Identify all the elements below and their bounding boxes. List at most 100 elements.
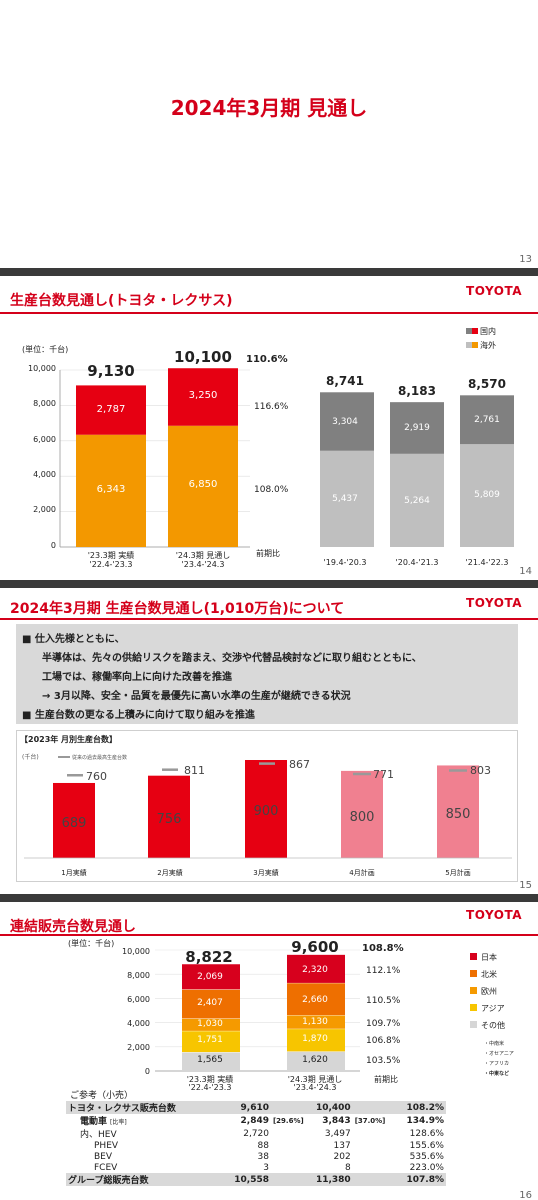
table-cell: 137 <box>313 1140 353 1151</box>
segment-label: 2,787 <box>96 404 126 415</box>
table-row: FCEV 3 8 223.0% <box>66 1162 446 1173</box>
legend-sub: ・オセアニア <box>484 1051 514 1057</box>
legend-other: その他 <box>470 1020 505 1031</box>
table-cell: 3,497 <box>313 1127 353 1140</box>
table-cell: FCEV <box>66 1162 231 1173</box>
y-tick: 0 <box>50 541 56 550</box>
table-row: 電動車 [比率] 2,849 [29.6%] 3,843 [37.0%] 134.9% <box>66 1114 446 1128</box>
table-cell <box>270 1173 313 1186</box>
table-cell: 88 <box>231 1140 271 1151</box>
segment-label: 1,870 <box>302 1034 328 1044</box>
y-tick: 8,000 <box>127 971 150 980</box>
cell-text: 134.9% <box>406 1115 445 1126</box>
y-tick: 10,000 <box>122 947 150 956</box>
bullet-line: → 3月以降、安全・品質を最優先に高い水準の生産が継続できる状況 <box>42 691 351 702</box>
legend-label: 日本 <box>481 953 497 962</box>
legend-label: 北米 <box>481 970 497 979</box>
cell-text: 155.6% <box>409 1140 444 1151</box>
table-cell: 3,843 <box>313 1114 353 1127</box>
segment-label: 6,343 <box>96 484 126 495</box>
table-cell <box>353 1162 395 1173</box>
segment-label: 2,761 <box>474 415 500 425</box>
bar-value-label: 800 <box>349 810 375 825</box>
legend-sub: ・中東など <box>484 1071 510 1077</box>
cell-text: PHEV <box>94 1140 119 1151</box>
legend-label: 欧州 <box>481 987 497 996</box>
reference-title: ご参考（小売） <box>70 1091 134 1101</box>
page-number: 15 <box>519 880 532 891</box>
bar-other <box>182 1052 240 1071</box>
cell-text: 2,849 <box>240 1115 269 1126</box>
bar-europe <box>182 1018 240 1031</box>
table-cell: 3 <box>231 1162 271 1173</box>
table-cell <box>352 1101 395 1114</box>
table-row: トヨタ・レクサス販売台数 9,610 10,400 108.2% <box>66 1101 446 1114</box>
bar-domestic-past <box>460 395 514 445</box>
bar-actual <box>53 782 95 858</box>
legend-sub: ・アフリカ <box>484 1061 510 1067</box>
table-row: グループ総販売台数 10,558 11,380 107.8% <box>66 1173 446 1186</box>
legend-swatch <box>470 1004 477 1011</box>
legend-japan: 日本 <box>470 952 497 963</box>
category-label: '20.4-'21.3 <box>395 558 439 567</box>
cell-text: 202 <box>333 1151 351 1162</box>
bar-asia <box>287 1028 345 1052</box>
toyota-logo: TOYOTA <box>466 596 522 610</box>
growth-asia: 106.8% <box>366 1036 401 1046</box>
cell-text: グループ総販売台数 <box>68 1176 149 1186</box>
bar-domestic <box>168 368 238 426</box>
segment-label: 1,751 <box>197 1035 223 1045</box>
unit-label: (単位：千台) <box>68 939 115 948</box>
table-cell: PHEV <box>66 1140 231 1151</box>
reference-value: 811 <box>184 764 205 777</box>
cell-text: 10,400 <box>315 1102 351 1113</box>
cell-text: 38 <box>257 1151 269 1162</box>
table-cell: 9,610 <box>231 1101 271 1114</box>
segment-label: 1,620 <box>302 1055 328 1065</box>
segment-label: 5,809 <box>474 490 500 500</box>
summary-box <box>16 624 518 724</box>
bar-plan <box>341 770 383 858</box>
bar-total-label: 10,100 <box>174 348 232 366</box>
ratio-tag: [比率] <box>110 1119 127 1126</box>
segment-label: 5,437 <box>332 494 358 504</box>
slide-14-title: 生産台数見通し(トヨタ・レクサス) <box>10 293 233 309</box>
segment-label: 1,030 <box>197 1019 223 1029</box>
cell-text: 11,380 <box>315 1174 351 1185</box>
legend-label: その他 <box>481 1021 505 1030</box>
table-cell <box>353 1140 395 1151</box>
toyota-logo: TOYOTA <box>466 284 522 298</box>
slide-16-title: 連結販売台数見通し <box>10 919 136 935</box>
table-cell: 38 <box>231 1151 271 1162</box>
table-cell: 2,720 <box>231 1127 271 1140</box>
month-label: 3月実績 <box>253 869 279 877</box>
growth-domestic: 116.6% <box>254 402 289 412</box>
slide-13-title: 2024年3月期 見通し <box>170 96 368 120</box>
bar-total-label: 9,600 <box>291 938 339 956</box>
growth-north-america: 110.5% <box>366 996 401 1006</box>
y-tick: 4,000 <box>33 470 56 479</box>
bar-asia <box>182 1030 240 1053</box>
cell-text: 128.6% <box>409 1128 444 1139</box>
category-label: '22.4-'23.3 <box>188 1083 232 1092</box>
bar-japan <box>287 954 345 983</box>
monthly-chart-box <box>16 730 518 882</box>
table-cell <box>271 1140 313 1151</box>
bar-actual <box>245 760 287 858</box>
category-label: '24.3期 見通し <box>175 551 231 560</box>
bar-overseas-past <box>320 450 374 547</box>
legend-swatch <box>470 1021 477 1028</box>
table-cell: 11,380 <box>312 1173 353 1186</box>
bar-europe <box>287 1015 345 1029</box>
y-tick: 6,000 <box>127 995 150 1004</box>
table-cell <box>271 1151 313 1162</box>
bar-total-label: 8,741 <box>326 374 364 388</box>
monthly-production-chart <box>24 756 512 859</box>
legend-label: 海外 <box>480 341 496 350</box>
unit-label: (千台) <box>22 754 39 761</box>
category-label: '23.3期 実績 <box>87 551 135 560</box>
cell-text: FCEV <box>94 1162 118 1173</box>
compare-label: 前期比 <box>374 1075 398 1084</box>
legend-label: 国内 <box>480 327 496 336</box>
segment-label: 3,250 <box>188 390 218 401</box>
